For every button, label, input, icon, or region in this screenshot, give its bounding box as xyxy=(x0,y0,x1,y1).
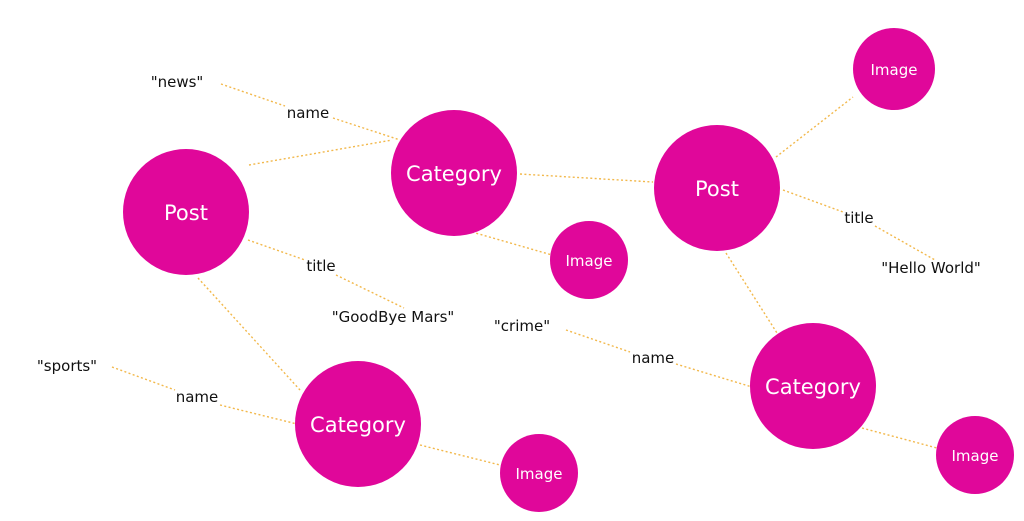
node-image-bottom-right[interactable]: Image xyxy=(936,416,1014,494)
edge-category-news-to-post-right xyxy=(519,173,654,183)
edge-title-right-a xyxy=(782,189,844,213)
node-label: Image xyxy=(871,61,918,79)
edge-name-news-b xyxy=(332,117,401,141)
edge-title-left-a xyxy=(247,239,306,261)
node-label: Category xyxy=(406,162,502,186)
node-label: Image xyxy=(516,465,563,483)
edge-label-name-sports: name xyxy=(176,388,219,406)
literal-crime: "crime" xyxy=(494,317,550,335)
edge-category-crime-to-image-bottom-right xyxy=(861,427,938,449)
edge-label-name-news: name xyxy=(287,104,330,122)
node-category-crime[interactable]: Category xyxy=(750,323,876,449)
literal-sports: "sports" xyxy=(37,357,97,375)
node-category-news[interactable]: Category xyxy=(391,110,517,236)
node-label: Image xyxy=(952,447,999,465)
edge-post-left-to-category-news xyxy=(248,139,393,166)
edge-post-right-to-category-crime xyxy=(725,252,778,334)
literal-news: "news" xyxy=(151,73,204,91)
node-label: Image xyxy=(566,252,613,270)
edge-title-left-b xyxy=(335,274,405,309)
edge-name-crime-a xyxy=(565,329,631,353)
node-image-mid[interactable]: Image xyxy=(550,221,628,299)
node-label: Category xyxy=(310,413,406,437)
node-post-right[interactable]: Post xyxy=(654,125,780,251)
node-image-top-right[interactable]: Image xyxy=(853,28,935,110)
edge-name-sports-a xyxy=(111,366,176,391)
literal-hello-world: "Hello World" xyxy=(881,259,981,277)
node-image-bottom-mid[interactable]: Image xyxy=(500,434,578,512)
node-post-left[interactable]: Post xyxy=(123,149,249,275)
node-category-sports[interactable]: Category xyxy=(295,361,421,487)
node-label: Post xyxy=(164,201,208,225)
edge-label-title-right: title xyxy=(844,209,873,227)
edge-title-right-b xyxy=(874,225,936,261)
literal-goodbye-mars: "GoodBye Mars" xyxy=(332,308,455,326)
edge-category-news-to-image-mid xyxy=(471,231,553,256)
edge-post-right-to-image-top-right xyxy=(775,96,854,158)
node-label: Post xyxy=(695,177,739,201)
edge-post-left-to-category-sports xyxy=(197,277,301,391)
edge-category-sports-to-image-bottom-mid xyxy=(419,444,501,466)
node-label: Category xyxy=(765,375,861,399)
edge-label-name-crime: name xyxy=(632,349,675,367)
edge-label-title-left: title xyxy=(306,257,335,275)
edge-name-sports-b xyxy=(219,404,298,425)
edge-name-crime-b xyxy=(675,363,753,388)
edge-name-news-a xyxy=(220,83,286,107)
